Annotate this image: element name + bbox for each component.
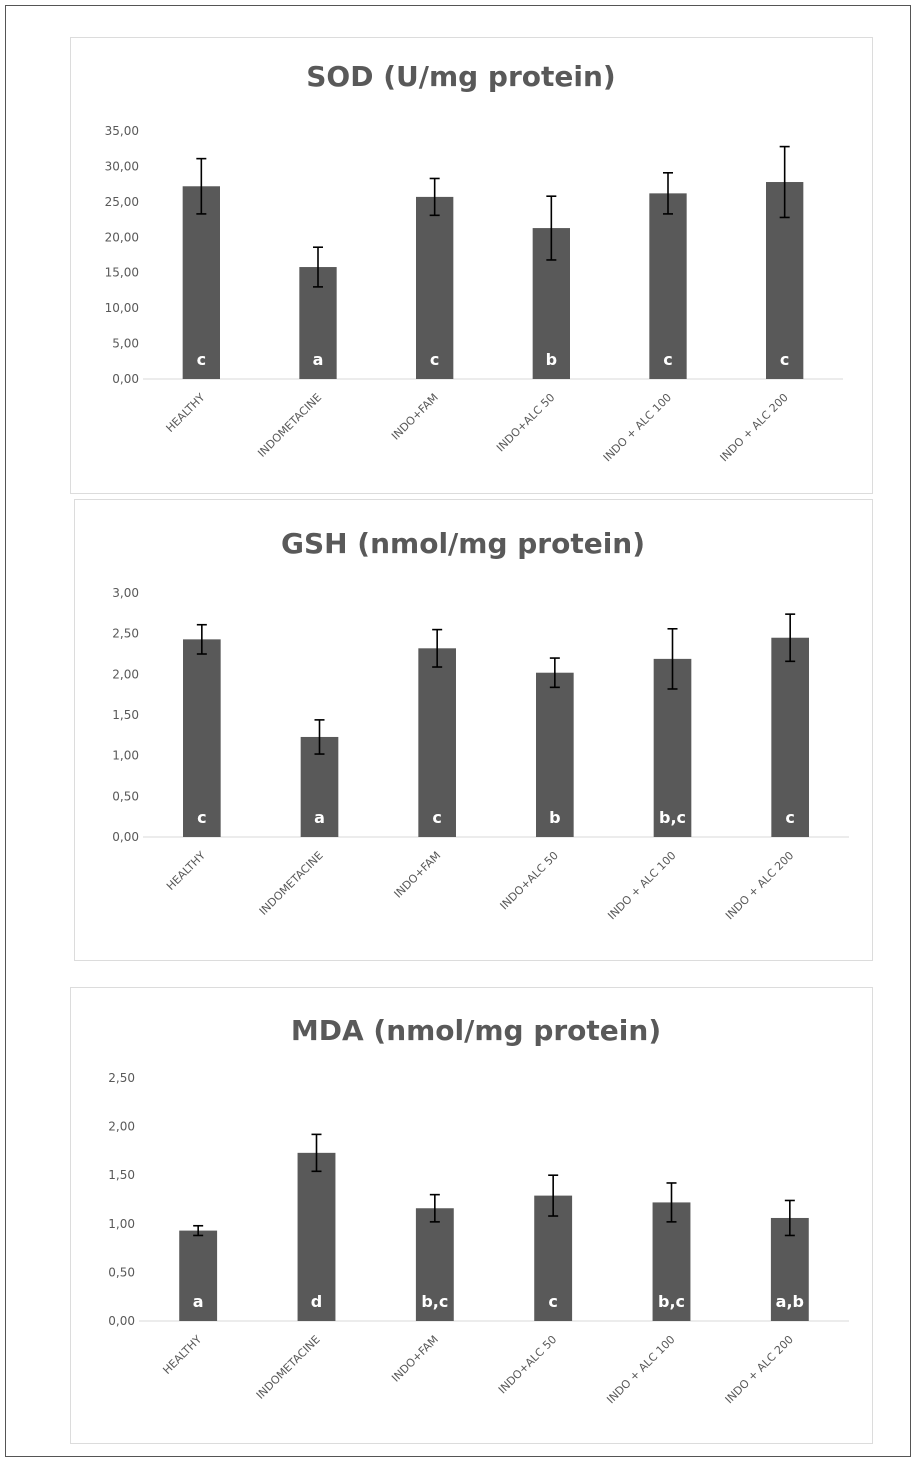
sod-bar-label: c (430, 350, 439, 369)
gsh-bar-label: b,c (659, 808, 686, 827)
gsh-y-tick-label: 0,50 (112, 789, 139, 803)
gsh-y-tick-label: 1,50 (112, 708, 139, 722)
mda-y-tick-label: 0,00 (108, 1314, 135, 1328)
sod-bar-label: c (663, 350, 672, 369)
mda-x-tick-label: INDOMETACINE (254, 1333, 323, 1402)
mda-bar-label: a,b (776, 1292, 804, 1311)
sod-x-tick-label: INDOMETACINE (255, 391, 324, 460)
gsh-x-tick-label: HEALTHY (164, 849, 208, 893)
mda-y-tick-label: 1,50 (108, 1168, 135, 1182)
mda-y-tick-label: 0,50 (108, 1265, 135, 1279)
sod-y-tick-label: 30,00 (105, 159, 139, 173)
mda-bar-label: b,c (658, 1292, 685, 1311)
mda-x-tick-label: INDO+ALC 50 (496, 1333, 559, 1396)
sod-y-tick-label: 35,00 (105, 124, 139, 138)
gsh-y-tick-label: 0,00 (112, 830, 139, 844)
mda-x-tick-label: INDO + ALC 100 (604, 1333, 677, 1406)
gsh-x-tick-label: INDO+ALC 50 (498, 849, 561, 912)
sod-bar-label: b (546, 350, 557, 369)
mda-x-tick-label: HEALTHY (160, 1333, 204, 1377)
gsh-bar-label: a (314, 808, 325, 827)
mda-y-tick-label: 2,00 (108, 1120, 135, 1134)
gsh-chart-title: GSH (nmol/mg protein) (281, 527, 645, 560)
sod-x-tick-label: INDO+ALC 50 (494, 391, 557, 454)
gsh-x-tick-label: INDOMETACINE (257, 849, 326, 918)
mda-x-tick-label: INDO + ALC 200 (723, 1333, 796, 1406)
sod-y-tick-label: 0,00 (112, 372, 139, 386)
sod-y-tick-label: 20,00 (105, 230, 139, 244)
gsh-x-tick-label: INDO + ALC 200 (723, 849, 796, 922)
sod-x-tick-label: INDO + ALC 200 (718, 391, 791, 464)
mda-x-tick-label: INDO+FAM (389, 1333, 441, 1385)
sod-chart-panel: SOD (U/mg protein) 0,00 5,00 10,00 15,00 20,0… (70, 37, 873, 494)
sod-x-tick-label: INDO+FAM (389, 391, 441, 443)
sod-y-tick-label: 5,00 (112, 337, 139, 351)
gsh-x-tick-label: INDO+FAM (392, 849, 444, 901)
mda-bar-label: d (311, 1292, 322, 1311)
sod-x-tick-label: HEALTHY (164, 391, 208, 435)
mda-bar-label: c (548, 1292, 557, 1311)
mda-bar-label: b,c (421, 1292, 448, 1311)
sod-y-tick-label: 15,00 (105, 266, 139, 280)
gsh-x-tick-label: INDO + ALC 100 (605, 849, 678, 922)
gsh-bar-label: c (197, 808, 206, 827)
mda-chart-title: MDA (nmol/mg protein) (291, 1014, 661, 1047)
sod-y-tick-label: 10,00 (105, 301, 139, 315)
sod-bar-label: c (197, 350, 206, 369)
mda-y-tick-label: 2,50 (108, 1071, 135, 1085)
sod-bar-label: a (313, 350, 324, 369)
gsh-chart-panel: GSH (nmol/mg protein) 0,00 0,50 1,00 1,50 2,0… (74, 499, 873, 961)
gsh-bar-label: b (549, 808, 560, 827)
sod-y-tick-label: 25,00 (105, 195, 139, 209)
mda-chart: MDA (nmol/mg protein) 0,00 0,50 1,00 1,50 2,0… (71, 988, 872, 1443)
mda-y-tick-label: 1,00 (108, 1217, 135, 1231)
sod-chart-title: SOD (U/mg protein) (306, 60, 615, 93)
mda-chart-panel: MDA (nmol/mg protein) 0,00 0,50 1,00 1,50 2,0… (70, 987, 873, 1444)
figure-frame: SOD (U/mg protein) 0,00 5,00 10,00 15,00 20,0… (5, 5, 911, 1457)
gsh-y-tick-label: 1,00 (112, 749, 139, 763)
sod-bar-label: c (780, 350, 789, 369)
sod-x-tick-label: INDO + ALC 100 (601, 391, 674, 464)
gsh-bar-label: c (785, 808, 794, 827)
gsh-chart: GSH (nmol/mg protein) 0,00 0,50 1,00 1,50 2,0… (75, 500, 872, 960)
gsh-y-tick-label: 2,00 (112, 667, 139, 681)
gsh-y-tick-label: 2,50 (112, 627, 139, 641)
gsh-bar-label: c (432, 808, 441, 827)
sod-chart: SOD (U/mg protein) 0,00 5,00 10,00 15,00 20,0… (71, 38, 872, 493)
gsh-y-tick-label: 3,00 (112, 586, 139, 600)
mda-bar-label: a (193, 1292, 204, 1311)
